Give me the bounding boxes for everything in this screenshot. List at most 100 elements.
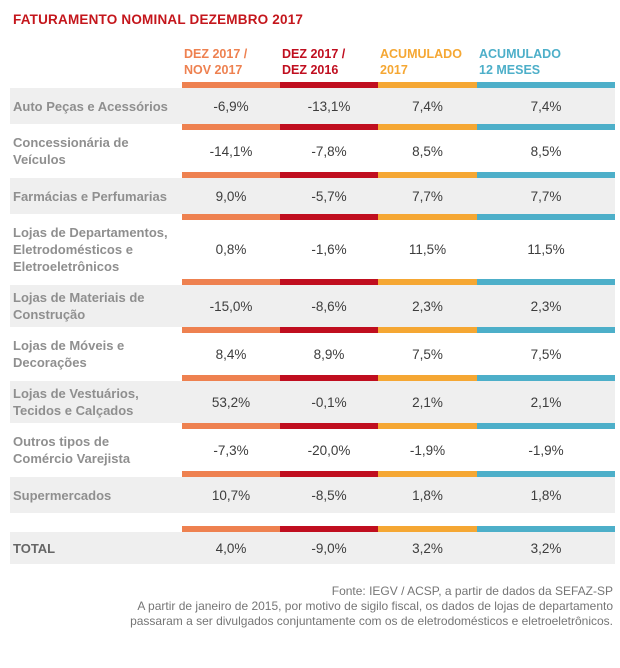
separator-segment-col3 bbox=[378, 172, 477, 178]
separator-spacer bbox=[10, 471, 182, 477]
separator-segment-col3 bbox=[378, 526, 477, 532]
value-cell-col2: -0,1% bbox=[311, 394, 347, 410]
table-row: Supermercados 10,7% -8,5% 1,8% 1,8% bbox=[10, 477, 615, 513]
separator-bar bbox=[10, 214, 615, 220]
separator-segment-col4 bbox=[477, 423, 615, 429]
separator-segment-col2 bbox=[280, 214, 378, 220]
separator-segment-col2 bbox=[280, 279, 378, 285]
separator-segment-col4 bbox=[477, 82, 615, 88]
separator-spacer bbox=[10, 279, 182, 285]
value-cell-col3: 7,4% bbox=[412, 98, 443, 114]
separator-spacer bbox=[10, 214, 182, 220]
value-cell-col1: 8,4% bbox=[215, 346, 247, 362]
category-label: Farmácias e Perfumarias bbox=[13, 188, 167, 204]
table-row: Concessionária de Veículos -14,1% -7,8% … bbox=[10, 130, 615, 172]
value-cell-col2: -8,6% bbox=[311, 298, 347, 314]
table-row: Lojas de Materiais de Construção -15,0% … bbox=[10, 285, 615, 327]
value-cell-col2: -7,8% bbox=[311, 143, 347, 159]
pre-total-spacer bbox=[10, 513, 615, 526]
category-label: Outros tipos de Comércio Varejista bbox=[13, 434, 131, 466]
column-header-acumulado-12-meses: ACUMULADO 12 MESES bbox=[477, 46, 615, 78]
separator-segment-col4 bbox=[477, 375, 615, 381]
total-row: TOTAL 4,0% -9,0% 3,2% 3,2% bbox=[10, 532, 615, 564]
separator-segment-col2 bbox=[280, 124, 378, 130]
category-label: Concessionária de Veículos bbox=[13, 135, 129, 167]
separator-segment-col1 bbox=[182, 124, 280, 130]
separator-segment-col2 bbox=[280, 82, 378, 88]
column-header-line2: DEZ 2016 bbox=[282, 63, 339, 77]
value-cell-col1: 10,7% bbox=[211, 487, 251, 503]
separator-segment-col1 bbox=[182, 375, 280, 381]
separator-bar bbox=[10, 279, 615, 285]
value-cell-col4: 2,1% bbox=[530, 394, 562, 410]
value-cell-col2: -5,7% bbox=[311, 188, 347, 204]
separator-bar bbox=[10, 526, 615, 532]
separator-segment-col2 bbox=[280, 172, 378, 178]
page-title: FATURAMENTO NOMINAL DEZEMBRO 2017 bbox=[13, 12, 304, 27]
value-cell-col4: 1,8% bbox=[530, 487, 562, 503]
separator-segment-col1 bbox=[182, 82, 280, 88]
separator-segment-col1 bbox=[182, 279, 280, 285]
source-note-line3: passaram a ser divulgados conjuntamente … bbox=[130, 614, 613, 628]
category-label: Lojas de Materiais de Construção bbox=[13, 290, 145, 322]
value-cell-col2: -20,0% bbox=[307, 442, 351, 458]
separator-segment-col1 bbox=[182, 214, 280, 220]
table-row: Lojas de Vestuários, Tecidos e Calçados … bbox=[10, 381, 615, 423]
separator-segment-col4 bbox=[477, 279, 615, 285]
column-header-line1: DEZ 2017 / bbox=[282, 47, 346, 61]
value-cell-col3: 1,8% bbox=[412, 487, 443, 503]
source-note-line1: Fonte: IEGV / ACSP, a partir de dados da… bbox=[331, 584, 613, 598]
value-cell-col3: -1,9% bbox=[409, 442, 446, 458]
value-cell-col1: 53,2% bbox=[211, 394, 251, 410]
column-header-line1: DEZ 2017 / bbox=[184, 47, 248, 61]
separator-segment-col1 bbox=[182, 423, 280, 429]
value-cell-col2: 8,9% bbox=[313, 346, 345, 362]
source-note: Fonte: IEGV / ACSP, a partir de dados da… bbox=[0, 584, 620, 629]
separator-segment-col4 bbox=[477, 124, 615, 130]
value-cell-col1: -14,1% bbox=[209, 143, 253, 159]
total-value-col4: 3,2% bbox=[530, 540, 562, 556]
value-cell-col3: 7,7% bbox=[412, 188, 443, 204]
value-cell-col4: 11,5% bbox=[527, 242, 565, 257]
value-cell-col2: -13,1% bbox=[307, 98, 351, 114]
separator-segment-col4 bbox=[477, 172, 615, 178]
separator-spacer bbox=[10, 423, 182, 429]
source-note-line2: A partir de janeiro de 2015, por motivo … bbox=[137, 599, 613, 613]
separator-segment-col2 bbox=[280, 423, 378, 429]
column-header-dez2017-dez2016: DEZ 2017 / DEZ 2016 bbox=[280, 46, 378, 78]
separator-segment-col3 bbox=[378, 124, 477, 130]
column-header-line2: 12 MESES bbox=[479, 63, 541, 77]
category-label: Auto Peças e Acessórios bbox=[13, 98, 168, 114]
separator-bar bbox=[10, 327, 615, 333]
separator-segment-col3 bbox=[378, 375, 477, 381]
value-cell-col2: -8,5% bbox=[311, 487, 347, 503]
separator-segment-col2 bbox=[280, 526, 378, 532]
separator-segment-col3 bbox=[378, 471, 477, 477]
value-cell-col1: -15,0% bbox=[209, 298, 253, 314]
separator-spacer bbox=[10, 327, 182, 333]
separator-segment-col2 bbox=[280, 471, 378, 477]
value-cell-col4: 7,7% bbox=[530, 188, 562, 204]
table-body: Auto Peças e Acessórios -6,9% -13,1% 7,4… bbox=[10, 82, 615, 532]
separator-spacer bbox=[10, 82, 182, 88]
separator-segment-col4 bbox=[477, 471, 615, 477]
separator-segment-col4 bbox=[477, 526, 615, 532]
separator-segment-col3 bbox=[378, 279, 477, 285]
separator-bar bbox=[10, 423, 615, 429]
table-row: Outros tipos de Comércio Varejista -7,3%… bbox=[10, 429, 615, 471]
separator-segment-col3 bbox=[378, 214, 477, 220]
value-cell-col3: 11,5% bbox=[408, 242, 447, 257]
column-header-line2: 2017 bbox=[380, 63, 408, 77]
separator-segment-col4 bbox=[477, 327, 615, 333]
category-label: Lojas de Vestuários, Tecidos e Calçados bbox=[13, 386, 139, 418]
total-label: TOTAL bbox=[13, 540, 56, 556]
separator-spacer bbox=[10, 172, 182, 178]
category-label: Lojas de Departamentos, Eletrodomésticos… bbox=[13, 225, 168, 274]
separator-segment-col1 bbox=[182, 327, 280, 333]
separator-bar bbox=[10, 82, 615, 88]
column-header-acumulado-2017: ACUMULADO 2017 bbox=[378, 46, 477, 78]
value-cell-col3: 7,5% bbox=[412, 346, 443, 362]
value-cell-col1: 9,0% bbox=[215, 188, 247, 204]
separator-bar bbox=[10, 172, 615, 178]
